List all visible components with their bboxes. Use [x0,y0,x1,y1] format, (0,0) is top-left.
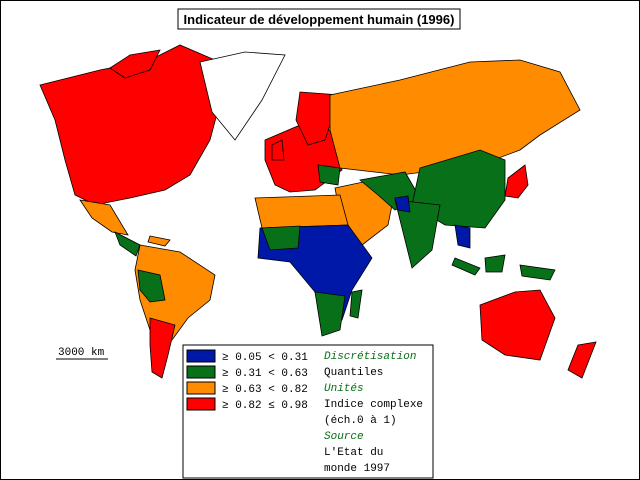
note-heading: Unités [324,383,364,395]
legend-label: ≥ 0.05 < 0.31 [222,352,308,364]
notes: Discrétisation Quantiles Unités Indice comp… [324,351,423,475]
west-africa [261,225,301,251]
note-line: monde 1997 [324,463,390,475]
russia [329,59,581,176]
balkans [317,164,341,186]
legend-swatch [186,397,216,411]
mexico [79,199,129,236]
sumatra [451,257,481,276]
southern-cone [149,317,176,379]
greenland [199,51,286,141]
note-line: Quantiles [324,367,383,379]
note-line: Indice complexe [324,399,423,411]
india [394,199,441,269]
britain [271,139,285,161]
southern-africa [314,291,346,337]
countries [39,44,597,379]
north-africa [254,194,349,229]
caribbean [147,235,171,247]
north-america [39,44,223,206]
new-zealand [567,341,597,379]
andes [137,269,166,303]
central-america [114,231,141,257]
note-line: L'Etat du [324,447,383,459]
japan [504,164,529,199]
note-heading: Source [324,431,364,443]
south-asia-low [394,195,411,213]
scale-label: 3000 km [58,347,105,359]
map-title: Indicateur de développement humain (1996… [184,12,455,27]
note-line: (éch.0 à 1) [324,415,397,427]
legend-box [182,344,434,479]
title-box [177,8,461,30]
borneo [484,254,506,273]
new-guinea [519,264,556,281]
legend-label: ≥ 0.31 < 0.63 [222,368,308,380]
legend-swatch [186,365,216,379]
south-america [134,244,216,341]
legend-swatch [186,349,216,363]
legend-swatch [186,381,216,395]
legend-label: ≥ 0.63 < 0.82 [222,384,308,396]
indochina-low [454,224,471,249]
note-heading: Discrétisation [324,351,416,363]
legend-label: ≥ 0.82 ≤ 0.98 [222,400,308,412]
legend: ≥ 0.05 < 0.31 ≥ 0.31 < 0.63 ≥ 0.63 < 0.82 ≥… [186,349,308,412]
australia [479,289,556,361]
madagascar [349,289,363,319]
arctic-islands [109,49,161,79]
